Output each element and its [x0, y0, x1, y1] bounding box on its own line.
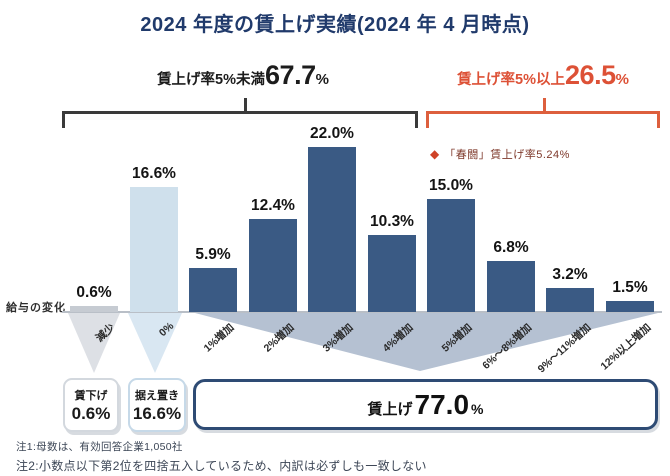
bar: [368, 235, 416, 312]
summary-box-pay-cut: 賃下げ 0.6%: [63, 378, 119, 432]
bar-value-label: 5.9%: [195, 246, 231, 263]
summary-box-no-change: 据え置き 16.6%: [128, 378, 186, 432]
pay-cut-value: 0.6%: [71, 403, 111, 423]
footnote-1: 注1:母数は、有効回答企業1,050社: [16, 441, 183, 453]
bar-value-label: 16.6%: [132, 165, 176, 182]
increase-funnel-triangle-icon: [195, 313, 658, 371]
legend-shunto: ◆ 「春闘」賃上げ率5.24%: [430, 146, 570, 162]
bar-value-label: 6.8%: [493, 239, 529, 256]
bar: [70, 306, 118, 312]
bar: [546, 288, 594, 312]
bar: [487, 261, 535, 312]
decrease-funnel-triangle-icon: [68, 313, 120, 373]
bracket-under5-unit: %: [315, 71, 329, 88]
x-axis-line: [62, 311, 662, 313]
keep-funnel-triangle-icon: [128, 313, 182, 373]
diamond-icon: ◆: [430, 147, 440, 161]
page-title: 2024 年度の賃上げ実績(2024 年 4 月時点): [140, 14, 530, 36]
pay-raise-value: 77.0: [414, 388, 470, 420]
bar: [606, 301, 654, 312]
bar: [130, 187, 178, 312]
bar-value-label: 3.2%: [552, 266, 588, 283]
bracket-under5: [62, 98, 418, 128]
bracket-over5: [426, 98, 660, 128]
bar-value-label: 0.6%: [76, 284, 112, 301]
pay-raise-label: 賃上げ: [367, 401, 413, 418]
footnotes: 注1:母数は、有効回答企業1,050社 注2:小数点以下第2位を四捨五入している…: [16, 439, 427, 474]
bar-value-label: 15.0%: [429, 177, 473, 194]
bar: [249, 219, 297, 312]
pay-raise-unit: %: [471, 400, 484, 417]
bar: [427, 199, 475, 312]
bracket-over5-value: 26.5: [565, 60, 616, 90]
no-change-value: 16.6%: [132, 403, 182, 423]
legend-label: 「春闘」賃上げ率5.24%: [444, 149, 570, 161]
bar: [308, 147, 356, 312]
no-change-label: 据え置き: [135, 389, 179, 402]
bracket-under5-text: 賃上げ率5%未満: [157, 72, 266, 88]
pay-cut-label: 賃下げ: [74, 389, 108, 402]
y-axis-title: 給与の変化: [6, 302, 66, 314]
bracket-label-over5: 賃上げ率5%以上26.5%: [418, 60, 668, 91]
bracket-over5-tick: [543, 98, 546, 111]
bracket-under5-value: 67.7: [265, 60, 316, 90]
bar-value-label: 22.0%: [310, 125, 354, 142]
bracket-over5-text: 賃上げ率5%以上: [457, 72, 566, 88]
bar-value-label: 1.5%: [612, 279, 648, 296]
bracket-label-under5: 賃上げ率5%未満67.7%: [78, 60, 408, 91]
bar: [189, 268, 237, 312]
bar-value-label: 10.3%: [370, 213, 414, 230]
bracket-over5-unit: %: [615, 71, 629, 88]
funnel-decoration: [68, 313, 658, 373]
summary-box-pay-raise: 賃上げ 77.0 %: [193, 379, 658, 430]
bar-value-label: 12.4%: [251, 197, 295, 214]
footnote-2: 注2:小数点以下第2位を四捨五入しているため、内訳は必ずしも一致しない: [16, 459, 427, 473]
bracket-under5-tick: [244, 98, 247, 111]
